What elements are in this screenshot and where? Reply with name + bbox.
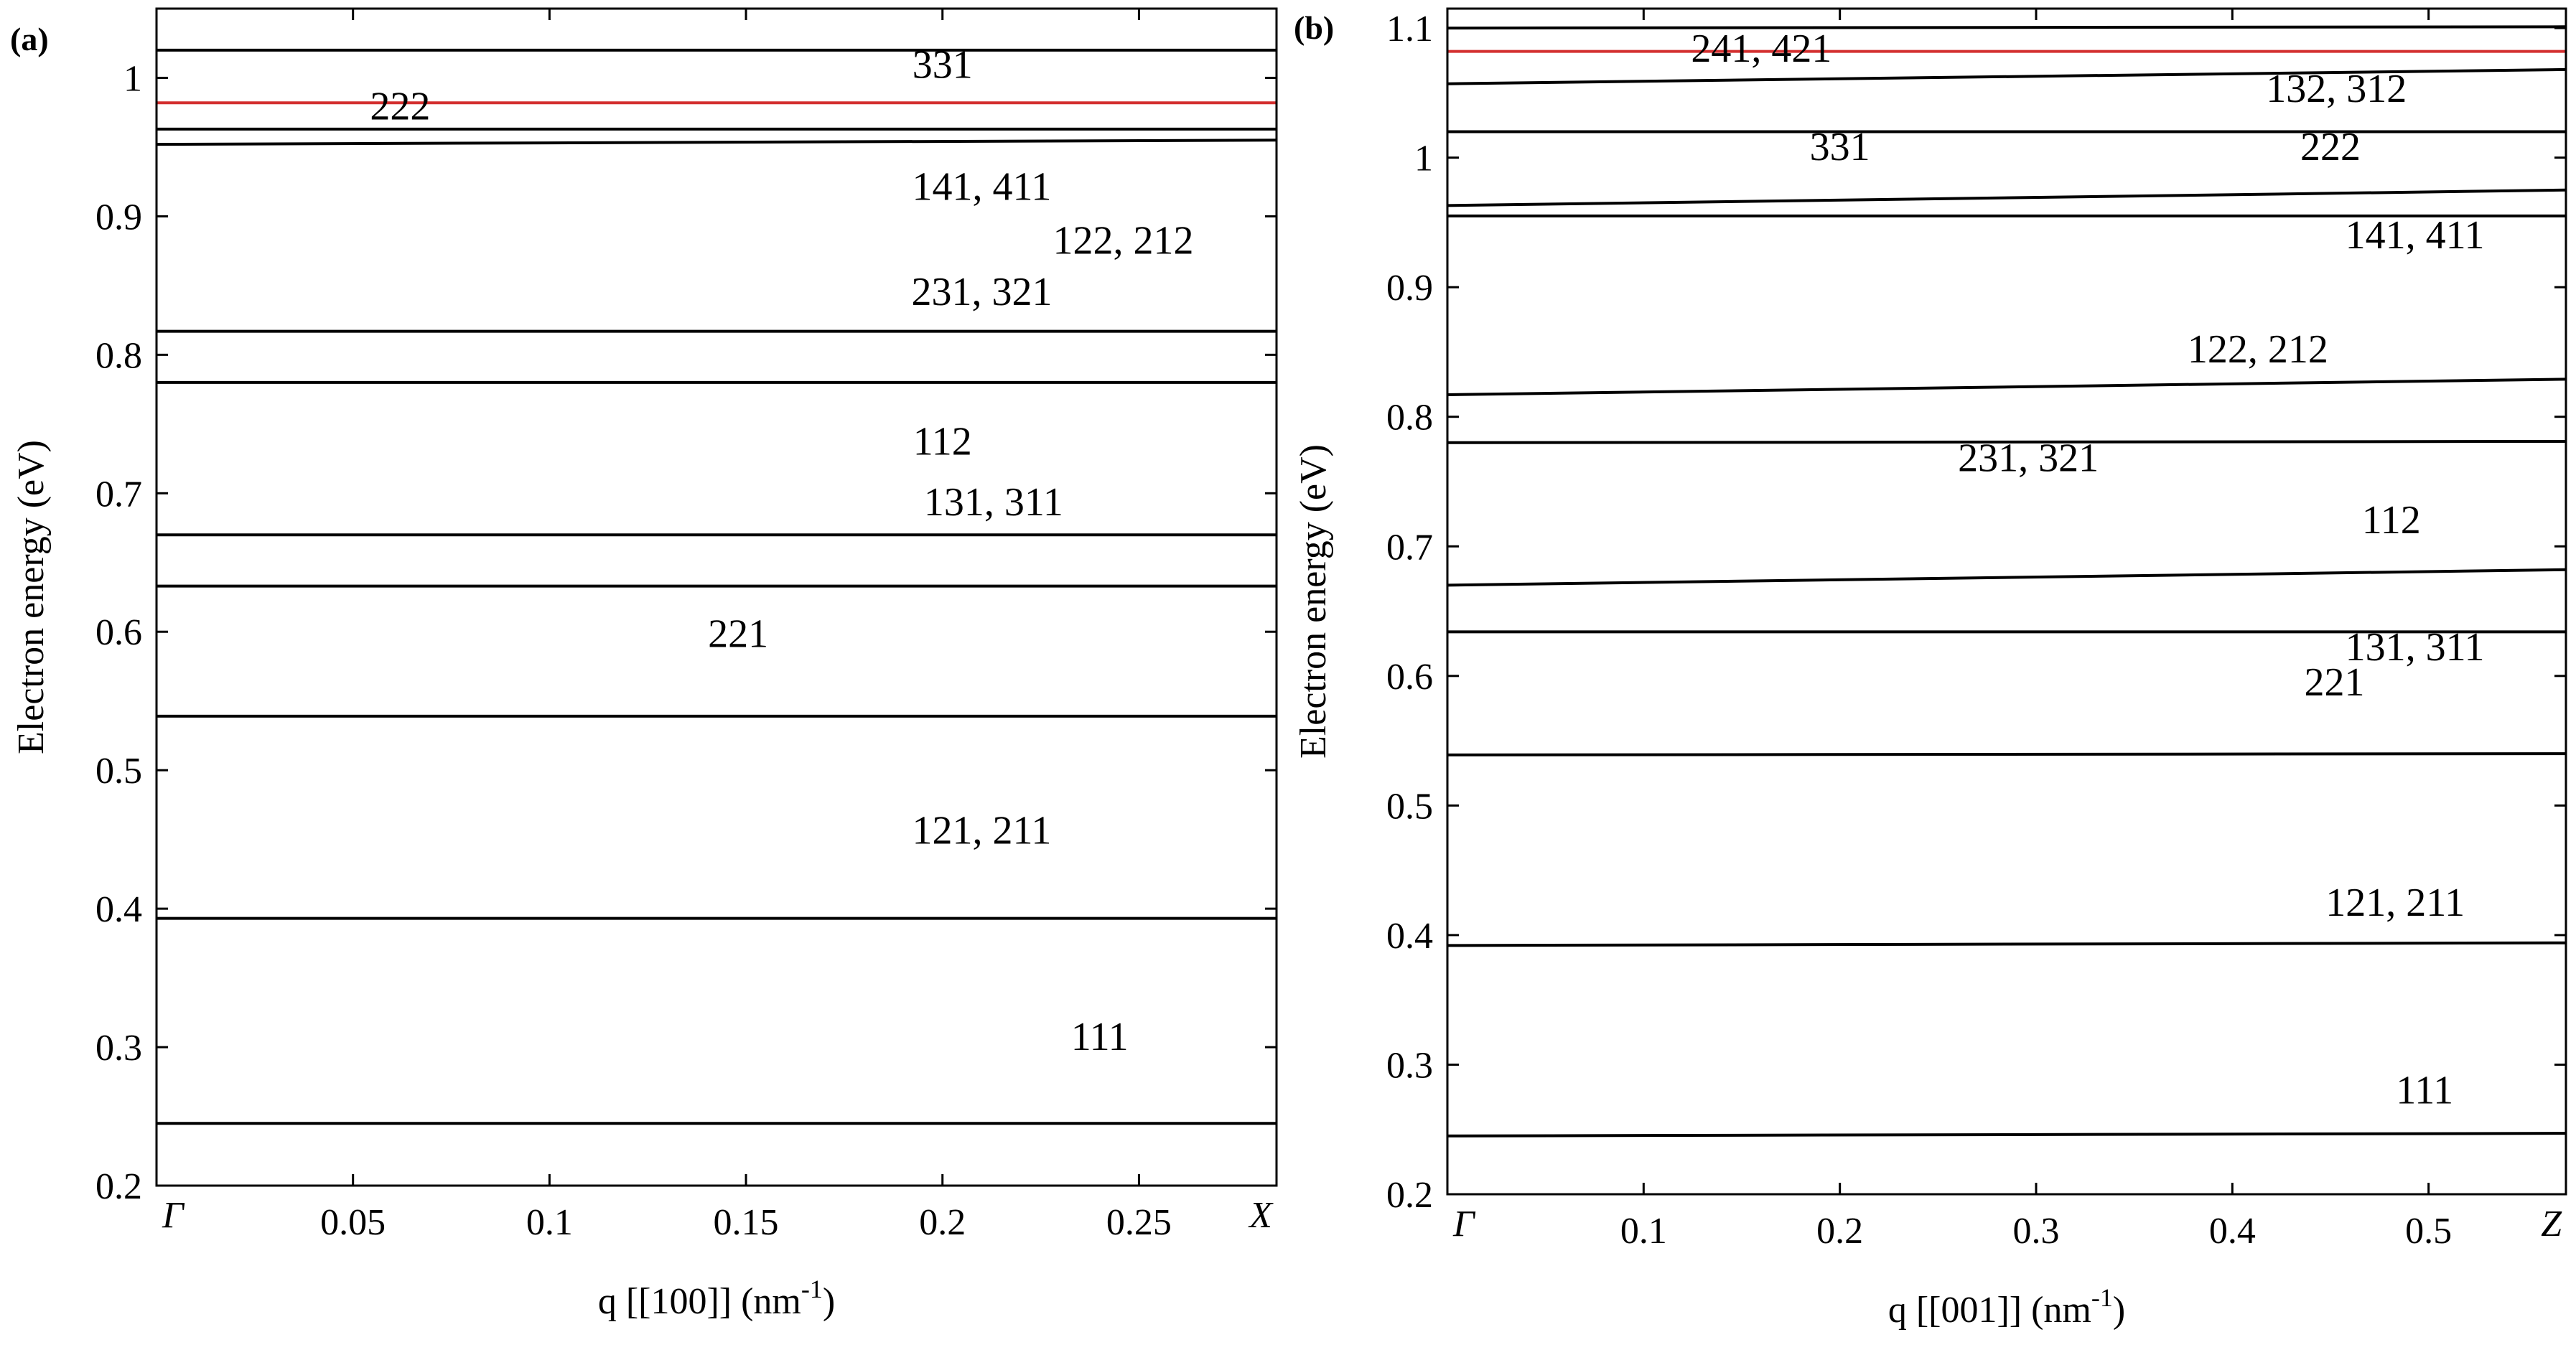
x-tick-label: 0.1 [1620,1211,1667,1252]
x-tick-label: X [1248,1195,1274,1236]
band-annotation: 231, 321 [911,270,1052,314]
band-annotation: 132, 312 [2266,67,2407,111]
y-tick-label: 0.5 [1386,786,1433,827]
x-tick-label: 0.25 [1106,1202,1172,1243]
x-tick-label: Γ [162,1195,185,1236]
band-annotation: 221 [2304,660,2364,705]
band-line-10 [1447,67,2567,85]
band-annotation: 121, 211 [913,808,1052,853]
band-line-1 [1447,941,2567,947]
band-line-5 [1447,440,2567,444]
panel-label: (b) [1294,9,1334,46]
band-line-0 [1447,1132,2567,1138]
y-tick-label: 0.2 [1386,1175,1433,1216]
x-tick-label: 0.1 [526,1202,573,1243]
band-annotation: 241, 421 [1691,27,1831,71]
chart-panel-a: (a) 0.2 0.3 0.4 0.5 0.6 0.7 0.8 0.9 1 Γ 0.05 0.1 0.15… [10,7,1278,1322]
y-axis-label: Electron energy (eV) [1293,444,1334,759]
band-annotation: 131, 311 [2346,625,2485,670]
x-tick-label: 0.4 [2209,1211,2256,1252]
band-annotation: 141, 411 [2346,213,2485,258]
band-line-7 [156,139,1277,146]
y-tick-label: 0.4 [95,889,142,930]
band-line-8 [1447,188,2567,207]
y-tick-label: 0.5 [95,751,142,792]
x-axis-label-sup: -1 [2091,1283,2113,1312]
y-tick-label: 0.6 [95,612,142,653]
plot-frame [1446,7,2567,1196]
panel-label: (a) [10,21,49,57]
y-tick-label: 0.3 [1386,1045,1433,1086]
y-tick-label: 0.7 [95,474,142,515]
band-annotation: 121, 211 [2325,881,2465,925]
y-tick-label: 0.2 [95,1166,142,1207]
y-tick-label: 0.8 [95,335,142,376]
x-tick-label: Γ [1452,1204,1476,1244]
band-annotation: 141, 411 [913,164,1052,209]
x-axis-label-main: q [[100]] (nm [598,1281,801,1322]
band-annotation: 111 [1071,1015,1129,1059]
band-annotation: 331 [913,42,973,87]
y-axis-label: Electron energy (eV) [11,440,52,754]
band-annotation: 112 [2362,498,2421,543]
band-annotation: 112 [913,419,972,464]
y-tick-label: 0.4 [1386,916,1433,957]
y-tick-label: 0.6 [1386,657,1433,698]
x-axis-label-close: ) [823,1281,835,1322]
x-axis-label-main: q [[001]] (nm [1888,1290,2091,1331]
band-annotation: 131, 311 [924,480,1063,525]
band-line-6 [1447,378,2567,396]
x-axis-label: q [[100]] (nm-1) [598,1275,835,1322]
band-annotation: 331 [1810,125,1870,169]
band-annotation: 231, 321 [1958,436,2099,481]
y-tick-label: 0.7 [1386,527,1433,568]
y-tick-label: 0.3 [95,1028,142,1069]
x-tick-label: 0.2 [1816,1211,1863,1252]
x-tick-label: 0.5 [2405,1211,2452,1252]
band-line-12 [1447,25,2567,30]
band-annotation: 222 [370,84,430,128]
x-tick-label: 0.15 [714,1202,779,1243]
plot-frame [155,7,1278,1187]
x-tick-label: 0.2 [919,1202,966,1243]
band-line-2 [1447,752,2567,756]
y-tick-label: 0.9 [95,197,142,238]
x-axis-label-sup: -1 [801,1275,823,1303]
band-annotation: 111 [2396,1069,2453,1113]
y-tick-label: 0.9 [1386,268,1433,309]
x-axis-label: q [[001]] (nm-1) [1888,1283,2125,1331]
x-tick-label: 0.05 [320,1202,386,1243]
y-tick-label: 1 [123,58,142,99]
y-tick-label: 1 [1414,139,1433,179]
band-line-4 [1447,568,2567,587]
chart-panel-b: (b) 0.2 0.3 0.4 0.5 0.6 0.7 0.8 0.9 1 1.1 Γ 0.1 0.2 0.… [1293,7,2567,1331]
band-annotation: 222 [2300,125,2361,169]
y-tick-label: 1.1 [1386,9,1433,50]
band-annotation: 122, 212 [1053,219,1194,263]
x-tick-label: Z [2541,1204,2562,1244]
x-axis-label-close: ) [2113,1290,2125,1331]
band-annotation: 221 [708,611,768,656]
band-annotation: 122, 212 [2188,327,2328,372]
y-tick-label: 0.8 [1386,398,1433,439]
x-tick-label: 0.3 [2013,1211,2060,1252]
